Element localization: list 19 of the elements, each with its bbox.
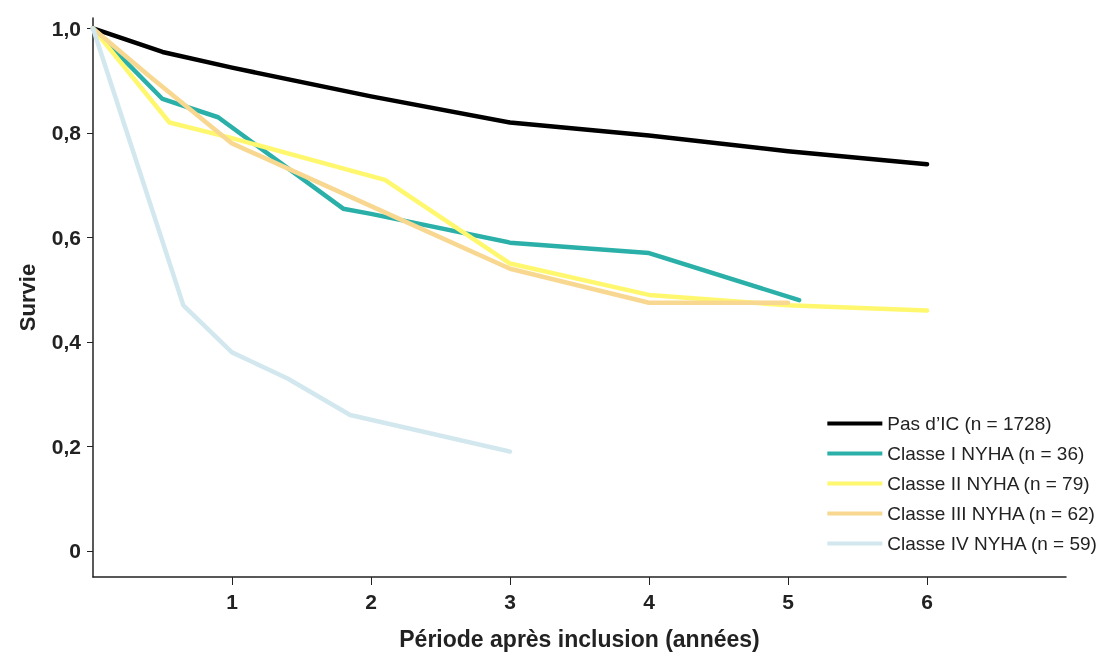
legend-label: Classe II NYHA (n = 79) [887, 473, 1090, 494]
legend-label: Classe III NYHA (n = 62) [887, 503, 1095, 524]
x-tick-label: 5 [782, 590, 795, 613]
x-tick-label: 1 [226, 590, 239, 613]
y-tick-label: 0,6 [51, 225, 81, 249]
x-tick-label: 4 [643, 590, 656, 613]
legend-label: Classe I NYHA (n = 36) [887, 443, 1085, 464]
y-tick-label: 1,0 [51, 16, 81, 40]
y-tick-label: 0 [69, 539, 81, 563]
y-tick-label: 0,2 [51, 434, 81, 458]
x-axis-title: Période après inclusion (années) [399, 625, 760, 652]
x-tick-label: 6 [921, 590, 933, 613]
y-axis-title: Survie [14, 263, 40, 332]
x-tick-label: 3 [504, 590, 516, 613]
legend-label: Classe IV NYHA (n = 59) [887, 533, 1097, 554]
legend-label: Pas d’IC (n = 1728) [887, 413, 1052, 434]
y-tick-label: 0,8 [51, 121, 82, 145]
y-tick-label: 0,4 [51, 330, 82, 354]
x-tick-label: 2 [365, 590, 377, 613]
